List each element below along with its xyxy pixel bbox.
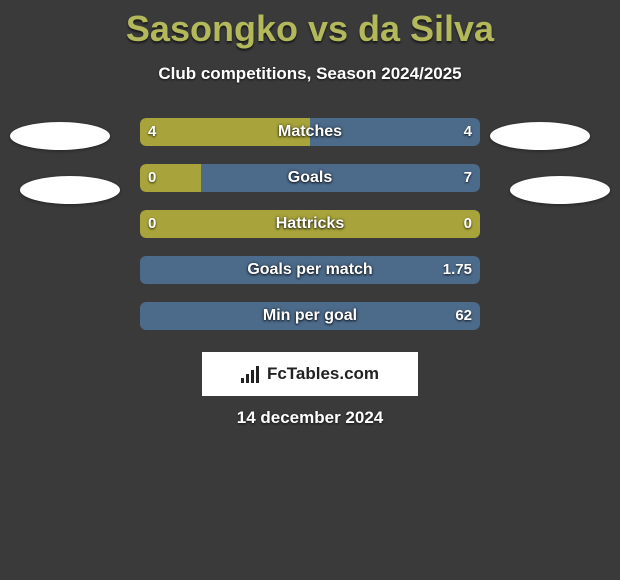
date-text: 14 december 2024 bbox=[0, 408, 620, 428]
bar-segment-left bbox=[140, 210, 480, 238]
bar-track bbox=[140, 164, 480, 192]
stat-row: Hattricks00 bbox=[0, 210, 620, 238]
bar-track bbox=[140, 256, 480, 284]
stat-row: Min per goal62 bbox=[0, 302, 620, 330]
comparison-rows: Matches44Goals07Hattricks00Goals per mat… bbox=[0, 118, 620, 348]
brand-badge: FcTables.com bbox=[202, 352, 418, 396]
bar-segment-right bbox=[201, 164, 480, 192]
bar-segment-left bbox=[140, 118, 310, 146]
avatar-ellipse-right bbox=[510, 176, 610, 204]
avatar-ellipse-right bbox=[490, 122, 590, 150]
bar-segment-right bbox=[310, 118, 480, 146]
avatar-ellipse-left bbox=[20, 176, 120, 204]
bar-segment-right bbox=[140, 302, 480, 330]
brand-text: FcTables.com bbox=[267, 364, 379, 384]
bar-segment-left bbox=[140, 164, 201, 192]
stat-row: Goals per match1.75 bbox=[0, 256, 620, 284]
page-subtitle: Club competitions, Season 2024/2025 bbox=[0, 64, 620, 84]
bar-track bbox=[140, 302, 480, 330]
brand-chart-icon bbox=[241, 365, 263, 383]
page-title: Sasongko vs da Silva bbox=[0, 0, 620, 50]
bar-segment-right bbox=[140, 256, 480, 284]
avatar-ellipse-left bbox=[10, 122, 110, 150]
bar-track bbox=[140, 118, 480, 146]
bar-track bbox=[140, 210, 480, 238]
